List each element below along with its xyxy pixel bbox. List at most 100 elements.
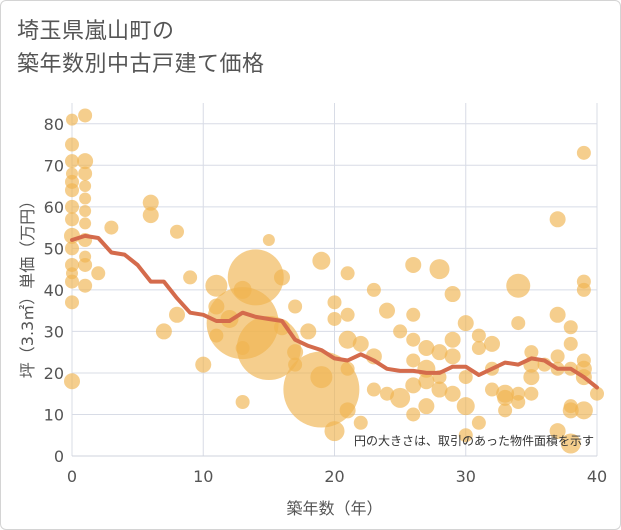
bubble — [79, 204, 92, 217]
bubble — [563, 320, 578, 335]
bubble — [406, 353, 421, 368]
bubble — [262, 234, 275, 247]
bubble — [405, 256, 422, 273]
bubble — [444, 286, 461, 303]
bubble — [79, 180, 92, 193]
bubble — [471, 328, 486, 343]
bubble — [498, 403, 513, 418]
bubble — [155, 323, 172, 340]
bubble — [590, 386, 604, 401]
bubble — [65, 183, 79, 198]
y-tick-label: 60 — [44, 198, 64, 217]
bubble — [458, 370, 473, 385]
bubble — [79, 217, 92, 230]
trend-line — [70, 233, 599, 390]
bubble — [366, 282, 381, 297]
x-tick-label: 40 — [587, 467, 607, 486]
bubble — [444, 385, 461, 402]
bubble — [287, 344, 304, 361]
bubble — [471, 415, 486, 430]
bubble — [91, 266, 106, 281]
x-tick-label: 30 — [456, 467, 476, 486]
y-tick-label: 70 — [44, 156, 64, 175]
bubble — [471, 341, 486, 356]
y-tick-label: 20 — [44, 364, 64, 383]
ticks: 0 10 20 30 40 50 60 70 80 0 10 20 30 40 — [44, 115, 608, 486]
grid — [71, 103, 598, 457]
bubble — [431, 381, 448, 398]
bubble — [300, 323, 317, 340]
bubble — [484, 335, 500, 352]
bubble — [406, 307, 421, 322]
y-tick-label: 50 — [44, 239, 64, 258]
bubble — [366, 382, 381, 397]
bubble — [65, 154, 79, 169]
bubble — [142, 207, 159, 224]
bubble — [511, 316, 526, 331]
bubble — [65, 274, 79, 289]
chart-title: 埼玉県嵐山町の 築年数別中古戸建て価格 — [17, 15, 265, 81]
bubble — [431, 344, 448, 361]
bubble — [170, 224, 184, 239]
y-tick-label: 30 — [44, 322, 64, 341]
bubble — [457, 315, 474, 332]
bubble — [390, 387, 411, 408]
bubble — [78, 257, 93, 272]
bubble — [183, 270, 198, 285]
bubble — [65, 137, 79, 152]
bubble — [406, 407, 421, 422]
bubble — [77, 153, 94, 170]
bubble — [379, 302, 395, 319]
bubble — [340, 361, 355, 376]
bubble — [549, 211, 566, 228]
bubble — [550, 349, 565, 364]
chart-title-line2: 築年数別中古戸建て価格 — [17, 52, 265, 77]
bubble — [65, 212, 79, 227]
bubble — [576, 145, 591, 160]
bubble — [456, 397, 475, 416]
bubble — [506, 273, 531, 298]
bubble — [393, 324, 408, 339]
bubble — [406, 332, 421, 347]
bubble — [511, 395, 526, 410]
bubble — [78, 278, 93, 293]
bubble — [418, 373, 435, 390]
bubble — [563, 336, 578, 351]
bubble — [104, 220, 119, 235]
bubble — [418, 340, 435, 357]
y-tick-label: 10 — [44, 405, 64, 424]
bubble — [65, 295, 79, 310]
bubble — [353, 415, 368, 430]
x-tick-label: 10 — [193, 467, 213, 486]
bubble — [560, 433, 581, 454]
bubble — [340, 307, 355, 322]
bubble — [65, 241, 79, 256]
bubble — [562, 402, 579, 419]
bubble — [418, 398, 435, 415]
bubble — [142, 194, 159, 211]
bubbles — [64, 108, 604, 454]
bubble — [524, 345, 539, 360]
bubble — [327, 311, 342, 326]
bubble — [195, 356, 212, 373]
bubble — [524, 386, 539, 401]
bubble — [549, 306, 566, 323]
bubble — [340, 266, 355, 281]
bubble-size-note: 円の大きさは、取引のあった物件面積を示す — [354, 433, 594, 448]
x-tick-label: 0 — [67, 467, 77, 486]
bubble — [169, 306, 185, 323]
bubble — [65, 199, 79, 214]
bubble — [205, 274, 228, 297]
bubble — [576, 282, 591, 297]
bubble — [485, 382, 499, 397]
chart-title-line1: 埼玉県嵐山町の — [17, 19, 175, 44]
bubble — [339, 402, 356, 419]
y-tick-label: 0 — [54, 447, 64, 466]
bubble — [324, 421, 345, 442]
y-tick-label: 80 — [44, 115, 64, 134]
bubble — [66, 113, 78, 126]
bubble — [444, 331, 461, 348]
bubble — [327, 295, 342, 310]
